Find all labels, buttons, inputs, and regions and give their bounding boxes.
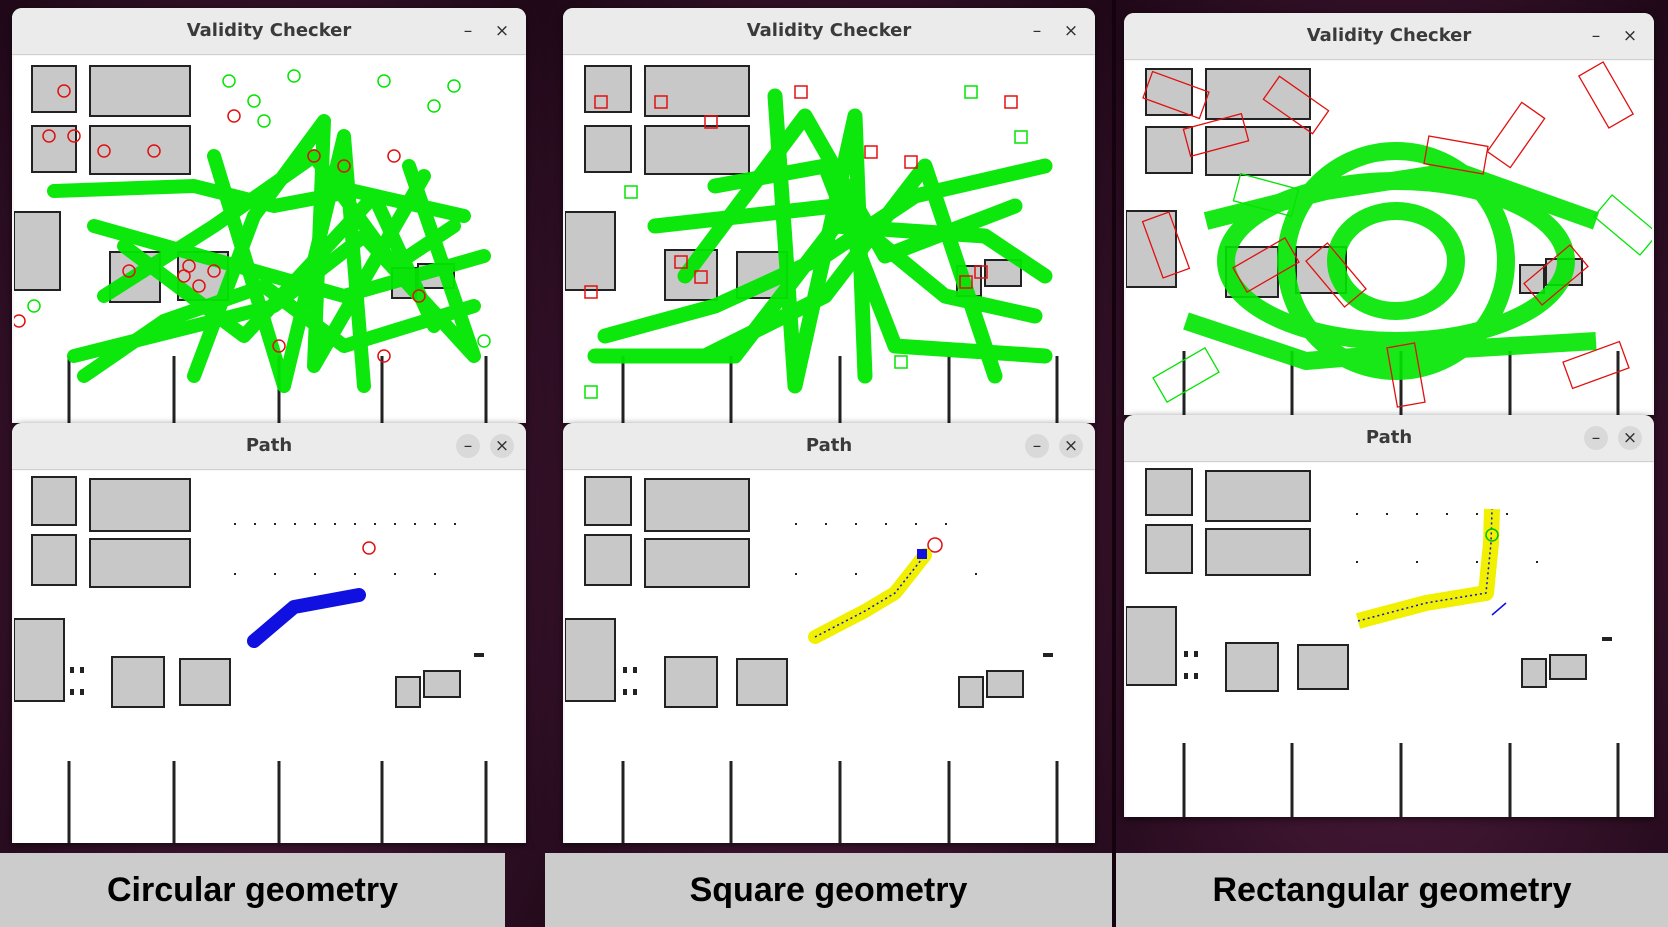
window-title: Validity Checker [563, 8, 1095, 54]
building [90, 126, 190, 174]
window-title: Path [1124, 415, 1654, 461]
path-map [14, 471, 524, 843]
validity-map [565, 56, 1093, 423]
validity-checker-window: Validity Checker – × [1124, 13, 1654, 415]
caption-circular: Circular geometry [0, 853, 505, 927]
close-button[interactable]: × [490, 19, 514, 43]
minimize-button[interactable]: – [1025, 434, 1049, 458]
validity-canvas[interactable] [565, 56, 1093, 423]
window-title: Validity Checker [12, 8, 526, 54]
path-window: Path – × [12, 423, 526, 843]
robot-footprint [917, 549, 927, 559]
panel-square: Validity Checker – × [545, 0, 1112, 927]
validity-checker-window: Validity Checker – × [12, 8, 526, 423]
close-button[interactable]: × [1618, 426, 1642, 450]
minimize-button[interactable]: – [456, 19, 480, 43]
validity-canvas[interactable] [14, 56, 524, 423]
window-title: Path [563, 423, 1095, 469]
goal-marker [363, 542, 375, 554]
planned-path-footprint [1358, 509, 1492, 621]
path-window: Path – × [563, 423, 1095, 843]
minimize-button[interactable]: – [1025, 19, 1049, 43]
minimize-button[interactable]: – [456, 434, 480, 458]
goal-marker [928, 538, 942, 552]
map-walls [69, 761, 486, 843]
robot-heading [1492, 603, 1506, 615]
close-button[interactable]: × [1618, 24, 1642, 48]
panel-circular: Validity Checker – × [0, 0, 545, 927]
caption-rectangular: Rectangular geometry [1116, 853, 1668, 927]
planned-path [254, 595, 359, 641]
planned-path-footprint [815, 555, 925, 637]
validity-canvas[interactable] [1126, 61, 1652, 415]
validity-checker-window: Validity Checker – × [563, 8, 1095, 423]
validity-map [14, 56, 524, 423]
panel-rectangular: Validity Checker – × [1116, 0, 1668, 927]
close-button[interactable]: × [1059, 434, 1083, 458]
minimize-button[interactable]: – [1584, 426, 1608, 450]
validity-map [1126, 61, 1652, 415]
window-title: Validity Checker [1124, 13, 1654, 59]
path-map [1126, 463, 1652, 817]
path-map [565, 471, 1093, 843]
building [14, 212, 60, 290]
path-canvas[interactable] [565, 471, 1093, 843]
close-button[interactable]: × [1059, 19, 1083, 43]
building [90, 66, 190, 116]
close-button[interactable]: × [490, 434, 514, 458]
caption-square: Square geometry [545, 853, 1112, 927]
path-canvas[interactable] [14, 471, 524, 843]
minimize-button[interactable]: – [1584, 24, 1608, 48]
path-window: Path – × [1124, 415, 1654, 817]
path-canvas[interactable] [1126, 463, 1652, 817]
window-title: Path [12, 423, 526, 469]
